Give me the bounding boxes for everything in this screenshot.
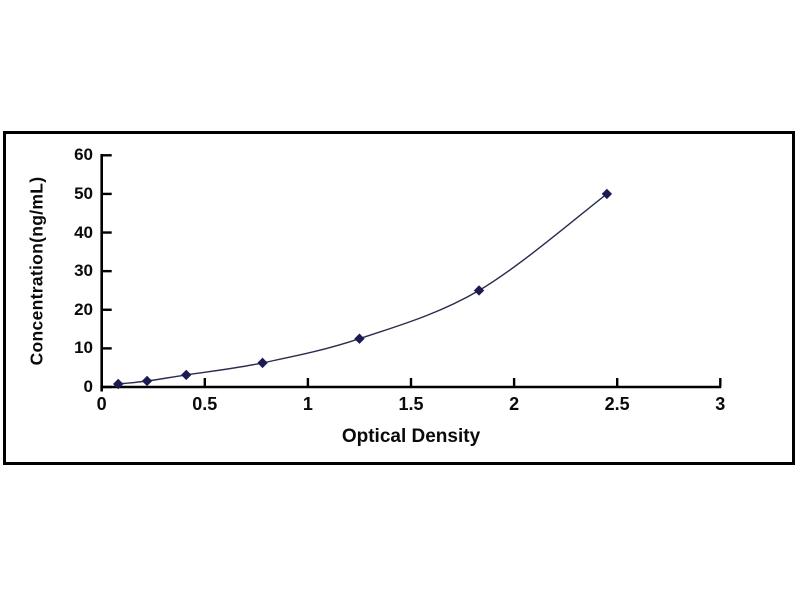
data-point-marker — [601, 188, 613, 200]
data-point-marker — [473, 285, 485, 296]
data-point-marker — [354, 333, 365, 344]
y-tick-label: 10 — [74, 338, 93, 358]
y-tick-label: 60 — [74, 145, 93, 165]
data-point-marker — [112, 378, 124, 390]
y-tick-label: 50 — [74, 183, 93, 203]
standard-curve-line — [118, 193, 608, 385]
data-point-marker — [257, 357, 268, 369]
x-tick-label: 3 — [715, 394, 726, 414]
y-tick-label: 0 — [83, 377, 93, 396]
x-tick-label: 2 — [509, 394, 520, 414]
y-tick-label: 20 — [74, 299, 93, 319]
x-axis-title: Optical Density — [341, 426, 481, 447]
y-tick-label: 40 — [74, 222, 93, 242]
chart-frame — [3, 131, 795, 465]
x-tick-label: 0.5 — [192, 394, 218, 414]
x-tick-label: 1 — [302, 394, 313, 414]
data-point-marker — [181, 369, 192, 381]
x-tick-label: 2.5 — [604, 394, 630, 414]
y-axis-title: Concentration(ng/mL) — [26, 176, 47, 366]
x-tick-label: 1.5 — [398, 394, 424, 414]
y-tick-label: 30 — [74, 261, 93, 281]
x-tick-label: 0 — [96, 394, 107, 414]
data-point-marker — [141, 375, 153, 387]
